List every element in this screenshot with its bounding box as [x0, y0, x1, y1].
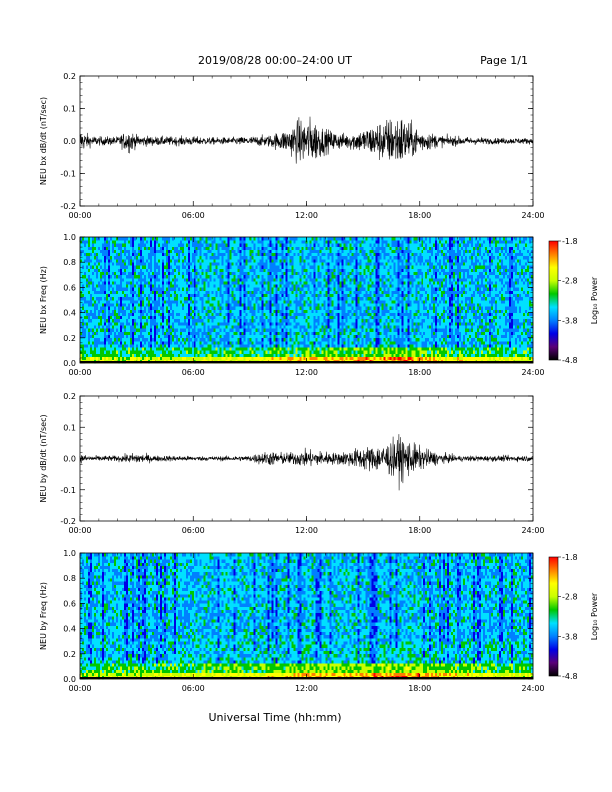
y-tick-label: 0.4	[63, 309, 76, 318]
y-tick-label: 0.0	[63, 359, 76, 368]
y-tick-label: 0.2	[63, 650, 76, 659]
x-tick-label: 06:00	[182, 526, 205, 535]
x-tick-label: 12:00	[295, 684, 318, 693]
dbdt-trace	[80, 434, 533, 490]
y-axis-label: NEU bx Freq (Hz)	[39, 266, 48, 334]
panel-bx-dbdt: 0.2 0.1 0.0 -0.1 -0.200:00 06:00 12:00 18:00 24:…	[39, 72, 545, 220]
panel-by-spectrogram: -1.8 -2.8 -3.8 -4.8 Log₁₀ Power 1.0 0.8 0.6 0.4 0…	[39, 549, 599, 693]
page-number: Page 1/1	[480, 54, 528, 67]
y-tick-label: 0.6	[63, 283, 76, 292]
spectrogram-cells	[80, 553, 533, 679]
x-tick-label: 24:00	[521, 684, 544, 693]
y-tick-label: 0.1	[63, 423, 76, 432]
y-tick-label: -0.1	[60, 486, 76, 495]
y-tick-label: 0.0	[63, 455, 76, 464]
y-tick-label: -0.2	[60, 517, 76, 526]
x-axis-label: Universal Time (hh:mm)	[209, 711, 342, 724]
colorbar-tick-label: -1.8	[562, 237, 578, 246]
x-tick-label: 00:00	[68, 368, 91, 377]
x-tick-label: 24:00	[521, 368, 544, 377]
figure-title: 2019/08/28 00:00–24:00 UT	[198, 54, 352, 67]
x-tick-label: 12:00	[295, 368, 318, 377]
colorbar-label: Log₁₀ Power	[590, 592, 599, 640]
x-tick-label: 18:00	[408, 526, 431, 535]
y-tick-label: 1.0	[63, 549, 76, 558]
y-tick-label: 0.2	[63, 334, 76, 343]
x-tick-label: 18:00	[408, 211, 431, 220]
y-tick-label: 0.8	[63, 574, 76, 583]
colorbar-tick-label: -3.8	[562, 632, 578, 641]
y-tick-label: -0.1	[60, 170, 76, 179]
colorbar-tick-label: -2.8	[562, 593, 578, 602]
y-tick-label: 1.0	[63, 233, 76, 242]
y-tick-label: 0.0	[63, 675, 76, 684]
colorbar-tick-label: -4.8	[562, 672, 578, 681]
x-tick-label: 06:00	[182, 684, 205, 693]
y-tick-label: 0.2	[63, 72, 76, 81]
colorbar-tick-label: -2.8	[562, 277, 578, 286]
spectrogram-cells	[80, 237, 533, 363]
x-tick-label: 24:00	[521, 526, 544, 535]
y-axis-label: NEU bx dB/dt (nT/sec)	[39, 97, 48, 185]
x-tick-label: 18:00	[408, 684, 431, 693]
x-tick-label: 18:00	[408, 368, 431, 377]
y-axis-label: NEU by Freq (Hz)	[39, 582, 48, 650]
y-tick-label: 0.1	[63, 105, 76, 114]
x-tick-label: 00:00	[68, 211, 91, 220]
x-tick-label: 06:00	[182, 211, 205, 220]
y-tick-label: 0.0	[63, 137, 76, 146]
x-tick-label: 06:00	[182, 368, 205, 377]
colorbar-tick-label: -4.8	[562, 356, 578, 365]
y-tick-label: 0.4	[63, 625, 76, 634]
colorbar-tick-label: -3.8	[562, 316, 578, 325]
y-tick-label: 0.2	[63, 392, 76, 401]
x-tick-label: 12:00	[295, 526, 318, 535]
panel-by-dbdt: 0.2 0.1 0.0 -0.1 -0.200:00 06:00 12:00 18:00 24:…	[39, 392, 545, 535]
y-tick-label: 0.6	[63, 599, 76, 608]
panel-bx-spectrogram: -1.8 -2.8 -3.8 -4.8 Log₁₀ Power 1.0 0.8 0.6 0.4 0…	[39, 233, 599, 377]
x-tick-label: 12:00	[295, 211, 318, 220]
colorbar-tick-label: -1.8	[562, 553, 578, 562]
dbdt-trace	[80, 117, 533, 164]
y-axis-label: NEU by dB/dt (nT/sec)	[39, 414, 48, 502]
colorbar-label: Log₁₀ Power	[590, 276, 599, 324]
colorbar	[549, 557, 558, 676]
x-tick-label: 24:00	[521, 211, 544, 220]
x-tick-label: 00:00	[68, 526, 91, 535]
colorbar	[549, 241, 558, 360]
y-tick-label: 0.8	[63, 258, 76, 267]
x-tick-label: 00:00	[68, 684, 91, 693]
y-tick-label: -0.2	[60, 202, 76, 211]
